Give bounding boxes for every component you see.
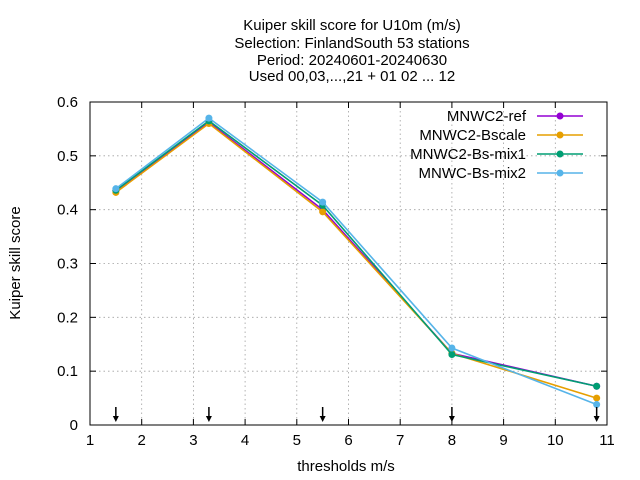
title-line-1: Kuiper skill score for U10m (m/s) [243, 17, 461, 34]
legend-marker-MNWC2-Bs-mix1 [556, 150, 564, 158]
legend-label-MNWC2-Bs-mix1: MNWC2-Bs-mix1 [410, 146, 526, 163]
y-axis-label: Kuiper skill score [7, 206, 24, 319]
x-tick-label: 6 [344, 432, 352, 449]
y-tick-label: 0.6 [57, 94, 78, 111]
title-line-2: Selection: FinlandSouth 53 stations [234, 35, 469, 52]
title-line-3: Period: 20240601-20240630 [257, 52, 447, 69]
data-point-MNWC-Bs-mix2-2 [319, 198, 327, 206]
threshold-arrow-head-1 [205, 416, 212, 422]
y-tick-label: 0.5 [57, 148, 78, 165]
y-tick-label: 0.4 [57, 202, 78, 219]
x-tick-label: 4 [241, 432, 249, 449]
legend-label-MNWC2-ref: MNWC2-ref [447, 108, 527, 125]
x-tick-labels: 1 2 3 4 5 6 7 8 9 10 11 [86, 432, 615, 449]
axis-ticks [89, 101, 608, 426]
series-lines [112, 114, 601, 409]
data-point-MNWC-Bs-mix2-0 [112, 185, 120, 193]
legend-marker-MNWC2-ref [556, 112, 564, 120]
data-point-MNWC2-Bscale-2 [319, 208, 327, 216]
x-tick-label: 9 [499, 432, 507, 449]
x-tick-label: 2 [138, 432, 146, 449]
threshold-arrow-head-4 [593, 416, 600, 422]
legend: MNWC2-ref MNWC2-Bscale MNWC2-Bs-mix1 MNWC-B… [410, 108, 583, 182]
x-tick-label: 3 [189, 432, 197, 449]
data-point-MNWC-Bs-mix2-3 [448, 344, 456, 352]
y-tick-label: 0 [70, 417, 78, 434]
legend-label-MNWC-Bs-mix2: MNWC-Bs-mix2 [419, 165, 526, 182]
legend-marker-MNWC2-Bscale [556, 131, 564, 139]
x-tick-label: 5 [293, 432, 301, 449]
y-tick-label: 0.1 [57, 363, 78, 380]
data-point-MNWC-Bs-mix2-4 [593, 401, 601, 409]
data-point-MNWC2-Bs-mix1-3 [448, 350, 456, 358]
threshold-arrow-head-0 [112, 416, 119, 422]
y-tick-label: 0.2 [57, 309, 78, 326]
threshold-arrow-head-2 [319, 416, 326, 422]
title-line-4: Used 00,03,...,21 + 01 02 ... 12 [249, 68, 455, 85]
legend-label-MNWC2-Bscale: MNWC2-Bscale [419, 127, 526, 144]
x-tick-label: 7 [396, 432, 404, 449]
x-tick-label: 8 [448, 432, 456, 449]
data-point-MNWC2-Bs-mix1-4 [593, 382, 601, 390]
y-tick-label: 0.3 [57, 256, 78, 273]
data-point-MNWC-Bs-mix2-1 [205, 114, 213, 122]
threshold-markers [112, 407, 600, 422]
x-tick-label: 11 [599, 432, 615, 449]
y-tick-labels: 0 0.1 0.2 0.3 0.4 0.5 0.6 [57, 94, 78, 434]
x-tick-label: 10 [547, 432, 564, 449]
x-tick-label: 1 [86, 432, 94, 449]
x-axis-label: thresholds m/s [297, 458, 395, 475]
legend-marker-MNWC-Bs-mix2 [556, 169, 564, 177]
data-point-MNWC2-Bscale-4 [593, 394, 601, 402]
chart-title: Kuiper skill score for U10m (m/s) Select… [234, 17, 469, 85]
grid [90, 102, 607, 425]
